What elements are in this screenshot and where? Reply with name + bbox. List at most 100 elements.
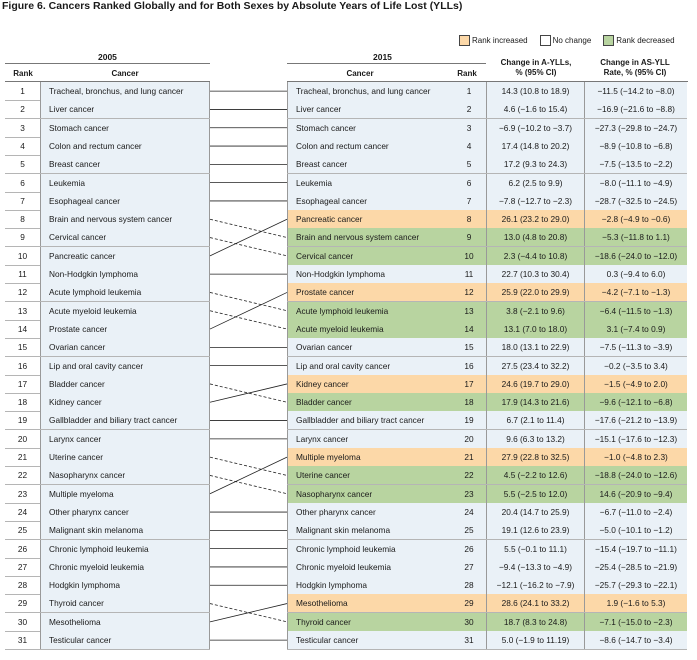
right-rank-cell: 21 <box>452 448 486 466</box>
right-rank-cell: 31 <box>452 631 486 649</box>
right-table-row: Malignant skin melanoma 25 19.1 (12.6 to 2… <box>287 521 687 541</box>
change-asyll-cell: 1.9 (−1.6 to 5.3) <box>584 594 687 613</box>
left-rank-cell: 18 <box>5 393 41 412</box>
right-rank-cell: 13 <box>452 301 486 320</box>
rank-connector-line <box>209 603 288 623</box>
change-asyll-header: Change in AS-YLL Rate, % (95% CI) <box>586 58 684 78</box>
right-table-row: Ovarian cancer 15 18.0 (13.1 to 22.9) −7.5 … <box>287 338 687 358</box>
change-asyll-cell: 3.1 (−7.4 to 0.9) <box>584 319 687 338</box>
left-year-rule <box>5 63 210 64</box>
change-yll-cell: 18.0 (13.1 to 22.9) <box>486 338 584 357</box>
change-asyll-cell: −18.8 (−24.0 to −12.6) <box>584 466 687 485</box>
change-asyll-cell: −25.4 (−28.5 to −21.9) <box>584 557 687 576</box>
left-rank-cell: 6 <box>5 173 41 192</box>
right-year-rule <box>287 63 486 64</box>
left-rank-cell: 5 <box>5 155 41 174</box>
change-yll-header: Change in A-YLLs, % (95% CI) <box>488 58 584 78</box>
right-cancer-cell: Testicular cancer <box>287 631 452 649</box>
change-asyll-cell: −16.9 (−21.6 to −8.8) <box>584 100 687 119</box>
legend-label-increased: Rank increased <box>472 35 528 45</box>
right-rank-cell: 15 <box>452 338 486 357</box>
change-asyll-cell: −8.9 (−10.8 to −6.8) <box>584 136 687 155</box>
rank-connector-line <box>209 456 288 495</box>
left-cancer-cell: Bladder cancer <box>41 374 210 393</box>
right-cancer-cell: Malignant skin melanoma <box>287 521 452 540</box>
left-cancer-cell: Mesothelioma <box>41 612 210 631</box>
change-asyll-cell: −6.4 (−11.5 to −1.3) <box>584 301 687 320</box>
left-rank-cell: 11 <box>5 265 41 283</box>
change-yll-header-line1: Change in A-YLLs, <box>500 58 572 67</box>
right-cancer-cell: Pancreatic cancer <box>287 210 452 229</box>
change-yll-cell: 24.6 (19.7 to 29.0) <box>486 374 584 393</box>
left-cancer-cell: Cervical cancer <box>41 228 210 247</box>
rank-connector-line <box>209 237 288 257</box>
right-cancer-cell: Prostate cancer <box>287 283 452 302</box>
right-cancer-cell: Colon and rectum cancer <box>287 136 452 155</box>
right-rank-cell: 14 <box>452 319 486 338</box>
right-cancer-cell: Gallbladder and biliary tract cancer <box>287 411 452 430</box>
right-cancer-cell: Acute myeloid leukemia <box>287 319 452 338</box>
left-rank-cell: 14 <box>5 319 41 338</box>
left-cancer-cell: Gallbladder and biliary tract cancer <box>41 411 210 430</box>
left-rank-cell: 9 <box>5 228 41 247</box>
left-cancer-cell: Tracheal, bronchus, and lung cancer <box>41 82 210 100</box>
left-cancer-cell: Non-Hodgkin lymphoma <box>41 265 210 283</box>
rank-connector-line <box>209 475 288 495</box>
right-rank-cell: 23 <box>452 484 486 503</box>
year-2015-label: 2015 <box>373 52 392 62</box>
left-cancer-cell: Kidney cancer <box>41 393 210 412</box>
change-yll-cell: 25.9 (22.0 to 29.9) <box>486 283 584 302</box>
left-rank-cell: 16 <box>5 356 41 375</box>
change-asyll-cell: −6.7 (−11.0 to −2.4) <box>584 502 687 521</box>
change-yll-cell: 3.8 (−2.1 to 9.6) <box>486 301 584 320</box>
left-rank-cell: 28 <box>5 576 41 595</box>
right-cancer-cell: Non-Hodgkin lymphoma <box>287 265 452 283</box>
right-table-row: Esophageal cancer 7 −7.8 (−12.7 to −2.3) −2… <box>287 191 687 211</box>
left-cancer-cell: Breast cancer <box>41 155 210 174</box>
right-cancer-cell: Mesothelioma <box>287 594 452 613</box>
change-asyll-cell: −18.6 (−24.0 to −12.0) <box>584 246 687 265</box>
change-asyll-cell: −15.1 (−17.6 to −12.3) <box>584 429 687 448</box>
right-table-row: Pancreatic cancer 8 26.1 (23.2 to 29.0) −2.… <box>287 210 687 230</box>
change-yll-cell: 2.3 (−4.4 to 10.8) <box>486 246 584 265</box>
left-cancer-cell: Acute lymphoid leukemia <box>41 283 210 302</box>
change-asyll-cell: −11.5 (−14.2 to −8.0) <box>584 82 687 100</box>
change-yll-cell: 27.5 (23.4 to 32.2) <box>486 356 584 375</box>
left-cancer-cell: Acute myeloid leukemia <box>41 301 210 320</box>
change-asyll-cell: −27.3 (−29.8 to −24.7) <box>584 118 687 137</box>
right-cancer-cell: Bladder cancer <box>287 393 452 412</box>
right-rank-cell: 12 <box>452 283 486 302</box>
right-cancer-cell: Kidney cancer <box>287 374 452 393</box>
change-yll-header-line2: % (95% CI) <box>515 68 557 77</box>
right-cancer-cell: Stomach cancer <box>287 118 452 137</box>
right-table-row: Acute lymphoid leukemia 13 3.8 (−2.1 to 9.… <box>287 301 687 321</box>
left-rank-cell: 29 <box>5 594 41 613</box>
left-cancer-cell: Leukemia <box>41 173 210 192</box>
change-asyll-cell: −7.1 (−15.0 to −2.3) <box>584 612 687 631</box>
right-cancer-cell: Esophageal cancer <box>287 191 452 210</box>
right-cancer-cell: Acute lymphoid leukemia <box>287 301 452 320</box>
legend-swatch-decreased <box>603 34 615 46</box>
right-table-row: Non-Hodgkin lymphoma 11 22.7 (10.3 to 30.4… <box>287 265 687 284</box>
right-cancer-cell: Liver cancer <box>287 100 452 119</box>
left-rank-header: Rank <box>13 69 33 78</box>
figure-title: Figure 6. Cancers Ranked Globally and fo… <box>2 0 463 12</box>
right-cancer-header: Cancer <box>346 69 374 78</box>
left-rank-cell: 22 <box>5 466 41 485</box>
right-rank-cell: 4 <box>452 136 486 155</box>
right-rank-cell: 7 <box>452 191 486 210</box>
left-cancer-cell: Chronic myeloid leukemia <box>41 557 210 576</box>
change-yll-cell: 17.9 (14.3 to 21.6) <box>486 393 584 412</box>
right-rank-cell: 18 <box>452 393 486 412</box>
change-yll-cell: 22.7 (10.3 to 30.4) <box>486 265 584 283</box>
change-asyll-cell: −15.4 (−19.7 to −11.1) <box>584 539 687 558</box>
right-cancer-cell: Lip and oral cavity cancer <box>287 356 452 375</box>
left-cancer-cell: Other pharynx cancer <box>41 502 210 521</box>
right-rank-cell: 9 <box>452 228 486 247</box>
rank-connector-line <box>209 292 288 312</box>
left-rank-cell: 13 <box>5 301 41 320</box>
change-asyll-cell: −1.5 (−4.9 to 2.0) <box>584 374 687 393</box>
left-rank-cell: 3 <box>5 118 41 137</box>
rank-connector-line <box>209 218 288 238</box>
